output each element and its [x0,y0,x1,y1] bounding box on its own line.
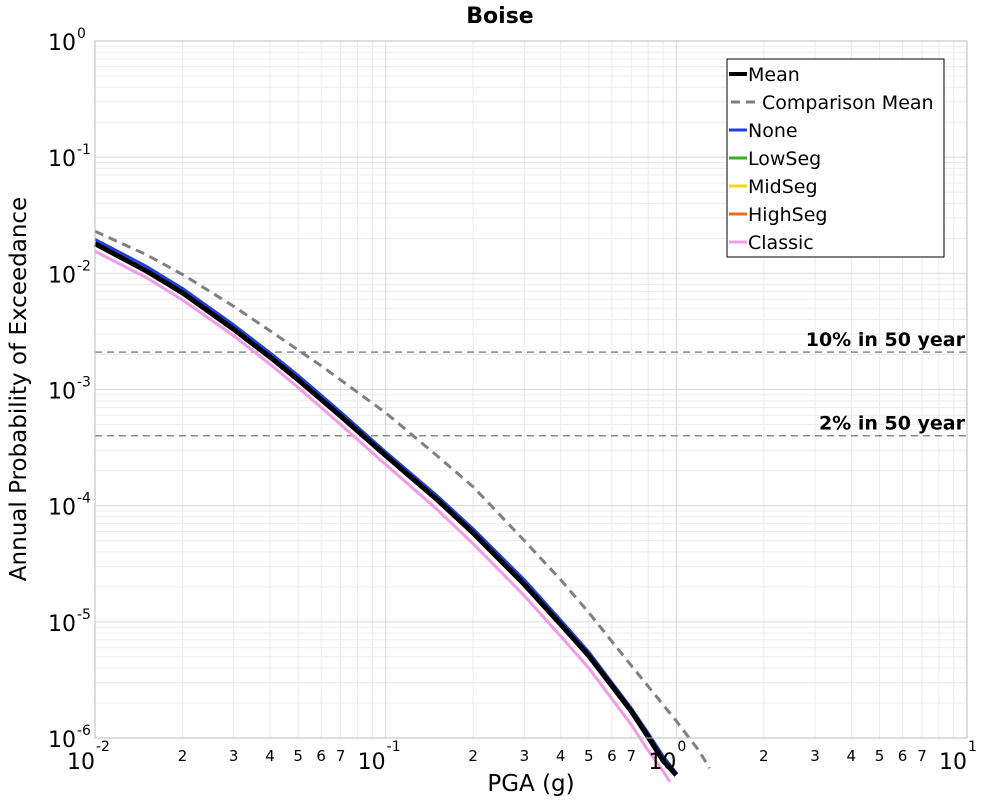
x-minor-tick-label: 6 [898,747,908,765]
reference-line-label-2: 2% in 50 year [819,413,966,435]
y-tick-label: 10 [48,728,76,753]
x-tick-label: 10 [939,750,967,775]
y-tick-exponent: -3 [77,375,91,391]
y-tick-exponent: -6 [77,723,91,739]
reference-line-label-1: 10% in 50 year [806,329,966,351]
series-line-classic [94,249,672,783]
y-tick-label: 10 [48,612,76,637]
chart-title: Boise [466,4,533,29]
legend-label-lowseg: LowSeg [748,148,821,170]
legend-label-mean: Mean [748,64,800,86]
x-minor-tick-label: 4 [847,747,857,765]
x-minor-tick-label: 3 [810,747,820,765]
x-minor-tick-label: 7 [336,747,346,765]
series-line-comparison-mean [94,229,711,769]
x-minor-tick-label: 2 [468,747,478,765]
x-axis-label: PGA (g) [487,771,574,797]
x-minor-tick-label: 4 [265,747,275,765]
x-tick-label: 10 [67,750,95,775]
legend-label-classic: Classic [748,232,814,254]
x-minor-tick-label: 2 [759,747,769,765]
x-minor-tick-label: 7 [917,747,927,765]
x-minor-tick-label: 5 [875,747,885,765]
legend: Mean Comparison Mean None LowSeg MidSeg HighS… [726,58,945,258]
x-minor-tick-label: 3 [520,747,530,765]
y-tick-exponent: -4 [77,491,91,507]
series-lines [93,229,711,783]
x-minor-tick-label: 4 [556,747,566,765]
x-tick-exponent: 1 [968,739,977,755]
plot-frame [94,40,968,739]
x-tick-label: 10 [358,750,386,775]
x-tick-label: 10 [648,750,676,775]
legend-box [726,58,945,258]
y-tick-label: 10 [48,147,76,172]
legend-label-none: None [748,120,798,142]
x-minor-tick-label: 2 [178,747,188,765]
y-axis-label: Annual Probability of Exceedance [6,197,32,581]
y-tick-exponent: -2 [77,258,91,274]
x-tick-exponent: 0 [677,739,686,755]
x-tick-exponent: -1 [387,739,401,755]
y-tick-exponent: -5 [77,607,91,623]
y-tick-label: 10 [48,380,76,405]
y-tick-label: 10 [48,496,76,521]
x-minor-tick-label: 5 [293,747,303,765]
reference-lines: 10% in 50 year 2% in 50 year [95,329,967,437]
x-minor-tick-label: 6 [607,747,617,765]
x-minor-tick-label: 6 [316,747,326,765]
x-minor-tick-label: 7 [627,747,637,765]
series-line-mean [93,241,679,777]
x-minor-tick-label: 3 [229,747,239,765]
y-tick-exponent: 0 [77,26,86,42]
legend-label-highseg: HighSeg [748,204,827,226]
y-tick-exponent: -1 [77,142,91,158]
legend-label-midseg: MidSeg [748,176,818,198]
legend-label-comparison-mean: Comparison Mean [762,92,934,114]
x-minor-tick-label: 5 [584,747,594,765]
y-tick-label: 10 [48,31,76,56]
y-tick-label: 10 [48,263,76,288]
x-tick-exponent: -2 [96,739,110,755]
